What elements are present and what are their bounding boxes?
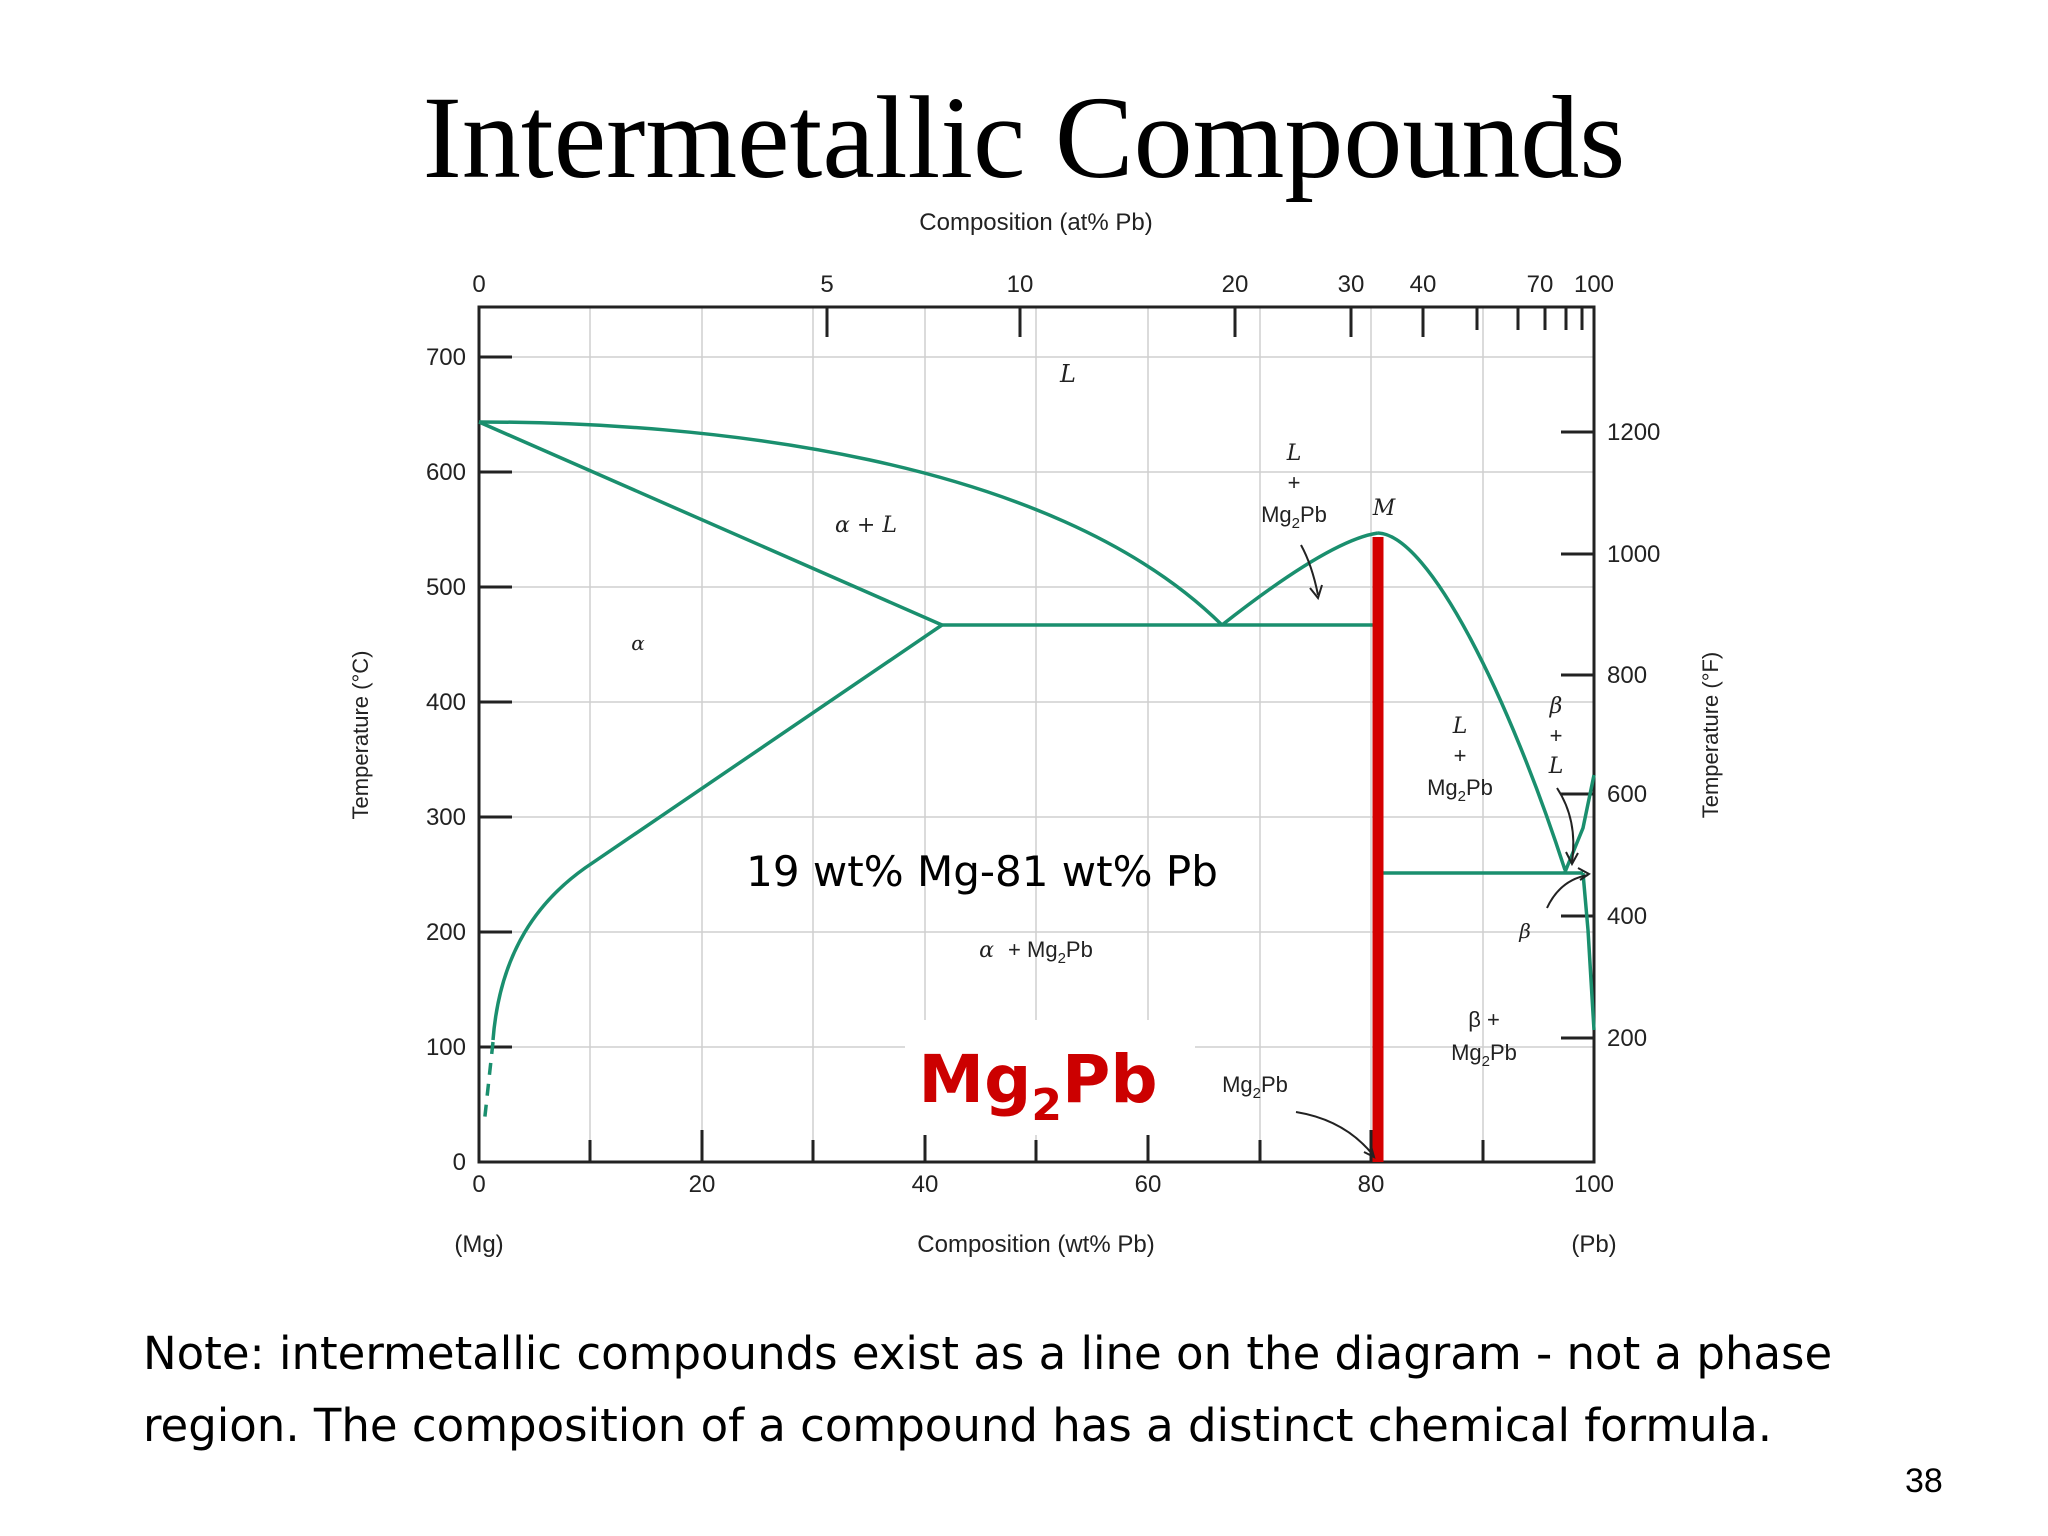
composition-annotation: 19 wt% Mg-81 wt% Pb	[746, 847, 1218, 896]
left-tick: 400	[426, 689, 466, 716]
region-liquid-mg2pb-top: L + Mg2Pb	[1261, 441, 1327, 532]
page-number: 38	[1905, 1462, 1943, 1500]
liquidus-mg2pb-right	[1377, 531, 1567, 871]
svg-text:+: +	[1288, 470, 1301, 495]
compound-label-backdrop	[905, 1020, 1195, 1135]
solidus-alpha	[478, 420, 943, 627]
pb-end-label: (Pb)	[1571, 1231, 1616, 1258]
top-tick: 0	[472, 271, 485, 298]
right-tick-labels: 200 400 600 800 1000 1200	[1607, 419, 1660, 1052]
region-liquid-mg2pb-right: L + Mg2Pb	[1427, 714, 1493, 805]
pointer-arrows	[1295, 544, 1591, 1159]
beta-solvus	[1581, 872, 1596, 1031]
right-tick: 400	[1607, 903, 1647, 930]
top-axis-label: Composition (at% Pb)	[919, 209, 1152, 236]
bottom-axis-label: Composition (wt% Pb)	[917, 1231, 1154, 1258]
bottom-tick: 80	[1358, 1171, 1385, 1198]
svg-text:β +: β +	[1468, 1007, 1500, 1032]
left-tick: 200	[426, 919, 466, 946]
right-tick: 600	[1607, 781, 1647, 808]
left-tick: 0	[453, 1149, 466, 1176]
mg2pb-pointer-label: Mg2Pb	[1222, 1072, 1288, 1102]
svg-text:β: β	[1549, 694, 1563, 719]
solvus-alpha	[491, 623, 943, 1041]
region-alpha-liquid: α + L	[835, 513, 897, 538]
svg-text:L: L	[1548, 754, 1564, 779]
slide-title: Intermetallic Compounds	[422, 72, 1626, 203]
top-tick: 5	[820, 271, 833, 298]
left-tick: 100	[426, 1034, 466, 1061]
top-tick: 100	[1574, 271, 1614, 298]
left-axis-label: Temperature (°C)	[348, 651, 373, 820]
bottom-tick: 20	[689, 1171, 716, 1198]
bottom-tick: 60	[1135, 1171, 1162, 1198]
svg-text:+: +	[1454, 743, 1467, 768]
svg-text:Mg2Pb: Mg2Pb	[1427, 775, 1493, 805]
right-tick: 200	[1607, 1025, 1647, 1052]
left-tick-labels: 0 100 200 300 400 500 600 700	[426, 344, 466, 1176]
mg-end-label: (Mg)	[454, 1231, 503, 1258]
slide-note: Note: intermetallic compounds exist as a…	[143, 1327, 1833, 1452]
top-tick: 30	[1338, 271, 1365, 298]
top-tick: 70	[1527, 271, 1554, 298]
right-tick: 800	[1607, 662, 1647, 689]
region-beta-mg2pb: β + Mg2Pb	[1451, 1007, 1517, 1070]
top-tick: 10	[1007, 271, 1034, 298]
bottom-tick-labels: 0 20 40 60 80 100	[472, 1171, 1614, 1198]
left-tick: 500	[426, 574, 466, 601]
region-beta: β	[1518, 919, 1531, 943]
left-tick: 600	[426, 459, 466, 486]
right-tick: 1000	[1607, 541, 1660, 568]
svg-text:+: +	[1550, 723, 1563, 748]
top-tick-labels: 0 5 10 20 30 40 70 100	[472, 271, 1614, 298]
beta-liquidus	[1563, 774, 1596, 873]
liquidus-mg2pb-left	[1220, 531, 1379, 627]
top-tick: 40	[1410, 271, 1437, 298]
right-axis-label: Temperature (°F)	[1698, 652, 1723, 819]
svg-text:Mg2Pb: Mg2Pb	[1451, 1040, 1517, 1070]
region-alpha: α	[631, 631, 645, 655]
region-beta-liquid: β + L	[1548, 694, 1564, 779]
liquidus-alpha	[478, 420, 1224, 627]
svg-text:L: L	[1286, 441, 1302, 466]
phase-boundaries	[478, 420, 1596, 1041]
alpha-solvus-dashed	[482, 1041, 495, 1126]
axis-ticks	[479, 307, 1594, 1162]
bottom-tick: 100	[1574, 1171, 1614, 1198]
region-liquid: L	[1059, 360, 1076, 388]
svg-text:Mg2Pb: Mg2Pb	[1261, 502, 1327, 532]
right-tick: 1200	[1607, 419, 1660, 446]
compound-label: Mg2Pb	[918, 1041, 1157, 1131]
top-tick: 20	[1222, 271, 1249, 298]
region-alpha-mg2pb: α + Mg2Pb	[979, 937, 1093, 967]
svg-text:L: L	[1452, 714, 1468, 739]
eutectoid-point-m: M	[1372, 496, 1396, 521]
bottom-tick: 40	[912, 1171, 939, 1198]
bottom-tick: 0	[472, 1171, 485, 1198]
left-tick: 700	[426, 344, 466, 371]
left-tick: 300	[426, 804, 466, 831]
